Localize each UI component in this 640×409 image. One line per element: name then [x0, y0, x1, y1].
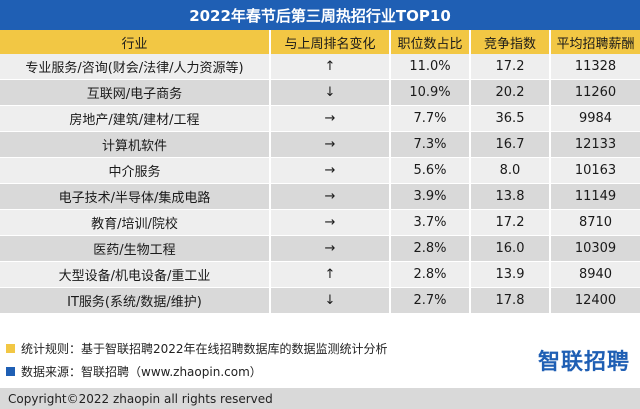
table-row: 房地产/建筑/建材/工程 → 7.7% 36.5 9984 — [0, 105, 640, 132]
table-row: 教育/培训/院校 → 3.7% 17.2 8710 — [0, 209, 640, 236]
cell-rank-change: ↑ — [270, 54, 391, 80]
cell-share: 11.0% — [390, 54, 471, 80]
copyright-bar: Copyright©2022 zhaopin all rights reserv… — [0, 388, 640, 409]
cell-competition: 13.9 — [470, 261, 551, 288]
cell-salary: 12400 — [550, 287, 640, 314]
ranking-table: 行业 与上周排名变化 职位数占比 竞争指数 平均招聘薪酬 专业服务/咨询(财会/… — [0, 30, 640, 314]
footnote-source: 数据来源：智联招聘（www.zhaopin.com） — [6, 363, 262, 380]
cell-share: 2.7% — [390, 287, 471, 314]
cell-salary: 8940 — [550, 261, 640, 288]
cell-competition: 13.8 — [470, 183, 551, 210]
cell-competition: 16.0 — [470, 235, 551, 262]
cell-salary: 9984 — [550, 105, 640, 132]
cell-salary: 11149 — [550, 183, 640, 210]
cell-salary: 10309 — [550, 235, 640, 262]
cell-industry: 医药/生物工程 — [0, 235, 271, 262]
header-share: 职位数占比 — [390, 30, 471, 54]
cell-industry: 计算机软件 — [0, 131, 271, 158]
table-row: 医药/生物工程 → 2.8% 16.0 10309 — [0, 235, 640, 262]
cell-share: 3.7% — [390, 209, 471, 236]
cell-industry: 专业服务/咨询(财会/法律/人力资源等) — [0, 54, 271, 80]
cell-competition: 17.8 — [470, 287, 551, 314]
cell-competition: 20.2 — [470, 79, 551, 106]
cell-salary: 10163 — [550, 157, 640, 184]
rule-text: 统计规则：基于智联招聘2022年在线招聘数据库的数据监测统计分析 — [21, 342, 388, 356]
table-row: 计算机软件 → 7.3% 16.7 12133 — [0, 131, 640, 158]
cell-rank-change: ↓ — [270, 287, 391, 314]
cell-industry: IT服务(系统/数据/维护) — [0, 287, 271, 314]
table-row: 中介服务 → 5.6% 8.0 10163 — [0, 157, 640, 184]
cell-share: 5.6% — [390, 157, 471, 184]
cell-rank-change: → — [270, 105, 391, 132]
header-rank-change: 与上周排名变化 — [270, 30, 391, 54]
yellow-square-icon — [6, 344, 15, 353]
cell-industry: 大型设备/机电设备/重工业 — [0, 261, 271, 288]
cell-salary: 11328 — [550, 54, 640, 80]
cell-rank-change: ↑ — [270, 261, 391, 288]
cell-rank-change: ↓ — [270, 79, 391, 106]
table-row: 专业服务/咨询(财会/法律/人力资源等) ↑ 11.0% 17.2 11328 — [0, 54, 640, 80]
cell-industry: 电子技术/半导体/集成电路 — [0, 183, 271, 210]
cell-rank-change: → — [270, 209, 391, 236]
cell-industry: 互联网/电子商务 — [0, 79, 271, 106]
brand-logo: 智联招聘 — [537, 350, 630, 375]
table-row: 电子技术/半导体/集成电路 → 3.9% 13.8 11149 — [0, 183, 640, 210]
cell-industry: 中介服务 — [0, 157, 271, 184]
cell-salary: 8710 — [550, 209, 640, 236]
cell-share: 2.8% — [390, 261, 471, 288]
cell-rank-change: → — [270, 131, 391, 158]
cell-industry: 教育/培训/院校 — [0, 209, 271, 236]
cell-competition: 17.2 — [470, 54, 551, 80]
footnote-rule: 统计规则：基于智联招聘2022年在线招聘数据库的数据监测统计分析 — [6, 340, 388, 357]
cell-competition: 8.0 — [470, 157, 551, 184]
cell-share: 2.8% — [390, 235, 471, 262]
source-text: 数据来源：智联招聘（www.zhaopin.com） — [21, 365, 262, 379]
cell-rank-change: → — [270, 183, 391, 210]
blue-square-icon — [6, 367, 15, 376]
table-header-row: 行业 与上周排名变化 职位数占比 竞争指数 平均招聘薪酬 — [0, 30, 640, 54]
cell-competition: 36.5 — [470, 105, 551, 132]
cell-share: 3.9% — [390, 183, 471, 210]
cell-share: 10.9% — [390, 79, 471, 106]
copyright-text: Copyright©2022 zhaopin all rights reserv… — [8, 391, 273, 406]
cell-competition: 16.7 — [470, 131, 551, 158]
cell-salary: 12133 — [550, 131, 640, 158]
table-title: 2022年春节后第三周热招行业TOP10 — [0, 0, 640, 30]
cell-salary: 11260 — [550, 79, 640, 106]
cell-industry: 房地产/建筑/建材/工程 — [0, 105, 271, 132]
table-row: 大型设备/机电设备/重工业 ↑ 2.8% 13.9 8940 — [0, 261, 640, 288]
header-salary: 平均招聘薪酬 — [550, 30, 640, 54]
cell-competition: 17.2 — [470, 209, 551, 236]
table-row: IT服务(系统/数据/维护) ↓ 2.7% 17.8 12400 — [0, 287, 640, 314]
cell-share: 7.3% — [390, 131, 471, 158]
header-industry: 行业 — [0, 30, 271, 54]
cell-rank-change: → — [270, 235, 391, 262]
table-row: 互联网/电子商务 ↓ 10.9% 20.2 11260 — [0, 79, 640, 106]
header-competition: 竞争指数 — [470, 30, 551, 54]
cell-rank-change: → — [270, 157, 391, 184]
cell-share: 7.7% — [390, 105, 471, 132]
